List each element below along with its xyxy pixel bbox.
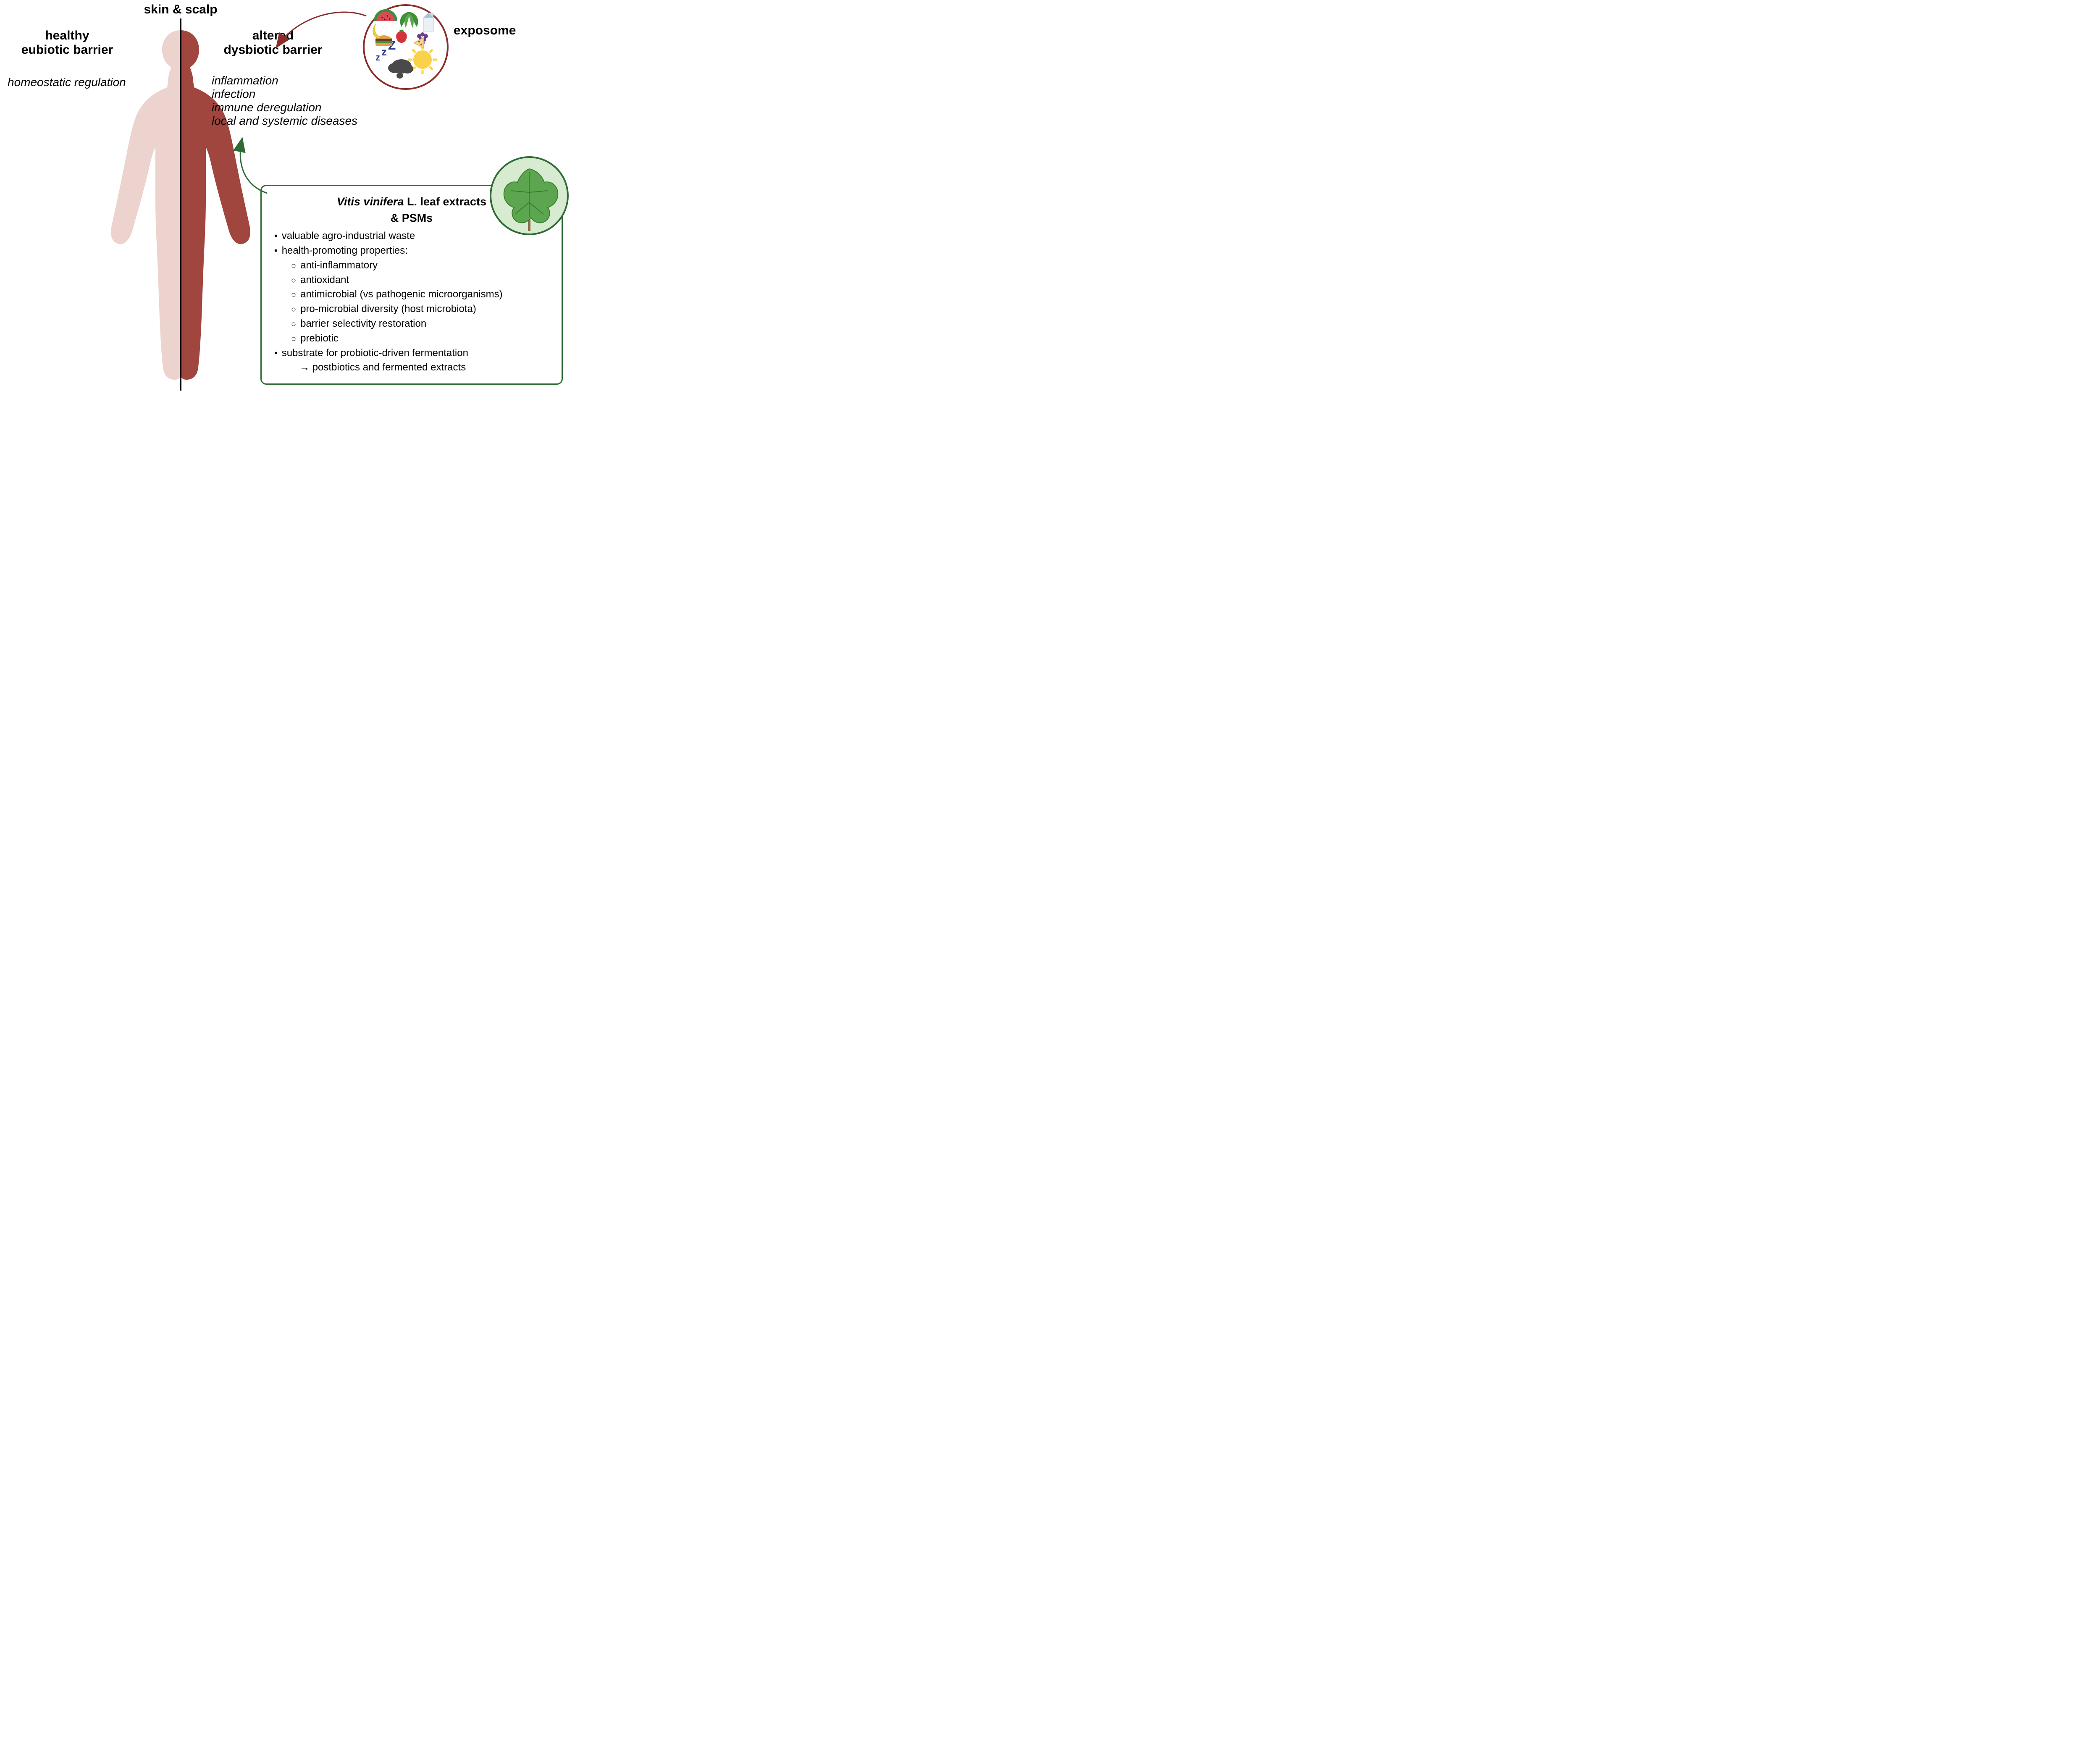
box-sub-2: antimicrobial (vs pathogenic microorgani…: [291, 287, 551, 302]
right-item-2: immune deregulation: [212, 101, 380, 114]
exposome-label: exposome: [454, 24, 516, 38]
right-item-3: local and systemic diseases: [212, 114, 380, 128]
right-item-1: infection: [212, 87, 380, 101]
box-bullet-2: substrate for probiotic-driven fermentat…: [274, 346, 551, 361]
svg-text:z: z: [381, 45, 387, 58]
leaf-circle: [488, 155, 570, 237]
header-title: skin & scalp: [139, 3, 223, 17]
box-sub-3: pro-microbial diversity (host microbiota…: [291, 302, 551, 317]
exposome-arrow: [269, 8, 378, 59]
right-item-0: inflammation: [212, 74, 380, 87]
left-title: healthy eubiotic barrier: [8, 29, 126, 57]
box-arrow: [227, 134, 294, 202]
box-bullet-2-sub: → postbiotics and fermented extracts: [273, 360, 551, 375]
box-sub-1: antioxidant: [291, 273, 551, 288]
box-sub-5: prebiotic: [291, 331, 551, 346]
box-sub-4: barrier selectivity restoration: [291, 317, 551, 331]
box-bullet-1: health-promoting properties:: [274, 244, 551, 258]
right-list: inflammation infection immune deregulati…: [212, 74, 380, 128]
left-subtitle: homeostatic regulation: [8, 76, 134, 89]
left-title-l2: eubiotic barrier: [8, 43, 126, 57]
left-title-l1: healthy: [8, 29, 126, 43]
box-sub-0: anti-inflammatory: [291, 258, 551, 273]
